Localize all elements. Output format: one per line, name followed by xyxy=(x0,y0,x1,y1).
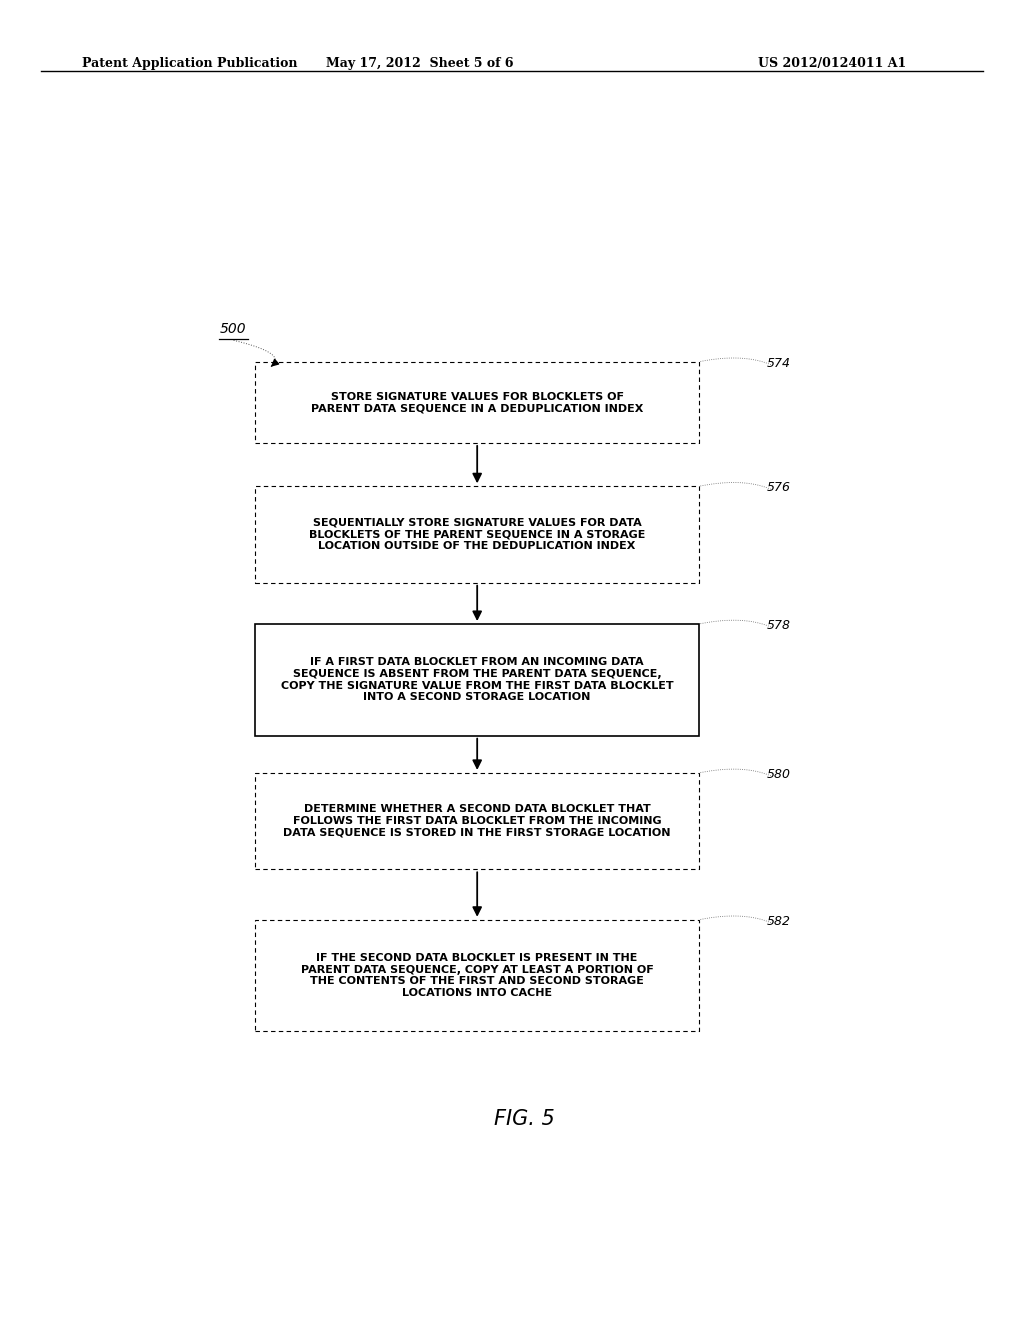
Text: 574: 574 xyxy=(767,356,791,370)
FancyBboxPatch shape xyxy=(255,362,699,444)
Text: FIG. 5: FIG. 5 xyxy=(495,1109,555,1129)
Text: 500: 500 xyxy=(219,322,246,337)
Text: IF A FIRST DATA BLOCKLET FROM AN INCOMING DATA
SEQUENCE IS ABSENT FROM THE PAREN: IF A FIRST DATA BLOCKLET FROM AN INCOMIN… xyxy=(281,657,674,702)
Text: 582: 582 xyxy=(767,915,791,928)
FancyBboxPatch shape xyxy=(255,772,699,870)
Text: STORE SIGNATURE VALUES FOR BLOCKLETS OF
PARENT DATA SEQUENCE IN A DEDUPLICATION : STORE SIGNATURE VALUES FOR BLOCKLETS OF … xyxy=(311,392,643,413)
Text: SEQUENTIALLY STORE SIGNATURE VALUES FOR DATA
BLOCKLETS OF THE PARENT SEQUENCE IN: SEQUENTIALLY STORE SIGNATURE VALUES FOR … xyxy=(309,517,645,550)
Text: Patent Application Publication: Patent Application Publication xyxy=(82,57,297,70)
Text: IF THE SECOND DATA BLOCKLET IS PRESENT IN THE
PARENT DATA SEQUENCE, COPY AT LEAS: IF THE SECOND DATA BLOCKLET IS PRESENT I… xyxy=(301,953,653,998)
Text: 580: 580 xyxy=(767,768,791,780)
Text: DETERMINE WHETHER A SECOND DATA BLOCKLET THAT
FOLLOWS THE FIRST DATA BLOCKLET FR: DETERMINE WHETHER A SECOND DATA BLOCKLET… xyxy=(284,804,671,838)
Text: US 2012/0124011 A1: US 2012/0124011 A1 xyxy=(758,57,906,70)
Text: May 17, 2012  Sheet 5 of 6: May 17, 2012 Sheet 5 of 6 xyxy=(326,57,514,70)
Text: 576: 576 xyxy=(767,480,791,494)
Text: 578: 578 xyxy=(767,619,791,632)
FancyBboxPatch shape xyxy=(255,486,699,582)
FancyBboxPatch shape xyxy=(255,920,699,1031)
FancyBboxPatch shape xyxy=(255,624,699,735)
